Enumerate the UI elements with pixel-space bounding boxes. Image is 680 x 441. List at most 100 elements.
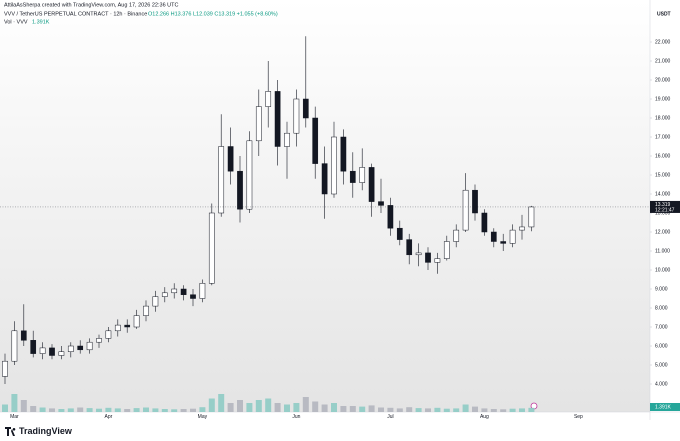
plot-background <box>0 0 650 412</box>
candle-body <box>105 330 112 339</box>
y-tick-label: 6.000 <box>655 343 668 349</box>
candle-body <box>67 345 74 352</box>
y-tick-label: 21.000 <box>655 58 671 64</box>
y-tick-label: 12.000 <box>655 229 671 235</box>
volume-bar <box>415 408 422 412</box>
candle-body <box>171 288 178 294</box>
candle-body <box>481 212 488 233</box>
volume-bar <box>67 408 74 412</box>
volume-label: 1.391K <box>655 404 672 410</box>
x-tick-label: Aug <box>480 414 489 420</box>
volume-bar <box>396 408 403 412</box>
y-tick-label: 20.000 <box>655 77 671 83</box>
volume-bar <box>481 408 488 412</box>
volume-bar <box>96 408 102 412</box>
volume-title: Vol · VVV <box>4 19 28 25</box>
volume-bar <box>255 400 262 412</box>
candle-body <box>312 117 319 164</box>
candle-body <box>124 324 131 328</box>
candle-body <box>528 206 535 228</box>
y-tick-label: 16.000 <box>655 153 671 159</box>
volume-bar <box>77 407 84 412</box>
candle-body <box>453 229 460 242</box>
volume-bar <box>472 406 478 412</box>
credit: AttilaAsSherpa created with TradingView.… <box>4 2 179 8</box>
candle-body <box>255 106 262 142</box>
volume-bar <box>425 408 431 412</box>
volume-bar <box>124 409 131 412</box>
candle-body <box>321 163 328 195</box>
y-tick-label: 18.000 <box>655 115 671 121</box>
candle-body <box>161 292 168 297</box>
volume-bar <box>387 407 394 412</box>
candle-body <box>406 239 413 256</box>
candle-body <box>11 330 18 362</box>
candle-body <box>509 229 516 244</box>
candle-body <box>434 258 441 263</box>
candle-body <box>293 98 300 134</box>
volume-bar <box>274 403 281 412</box>
volume-bar <box>105 407 112 412</box>
candle-body <box>199 283 206 299</box>
volume-bar <box>462 404 469 412</box>
candle-body <box>331 136 337 195</box>
volume-bar <box>2 404 8 412</box>
candle-body <box>284 132 290 147</box>
x-tick-label: Apr <box>105 414 113 420</box>
candle-body <box>143 305 149 316</box>
candle-body <box>96 338 102 343</box>
volume-bar <box>340 406 347 412</box>
volume-bar <box>237 400 243 412</box>
candle-body <box>387 205 394 229</box>
volume-bar <box>199 407 206 412</box>
volume-bar <box>284 404 290 412</box>
candle-body <box>208 212 215 284</box>
volume-bar <box>406 407 413 412</box>
candle-body <box>519 226 525 231</box>
candle-body <box>190 294 196 299</box>
x-tick-label: Mar <box>10 414 19 420</box>
volume-bar <box>11 394 18 412</box>
volume-bar <box>227 403 234 412</box>
volume-bar <box>509 408 516 412</box>
y-tick-label: 11.000 <box>655 248 670 254</box>
candle-body <box>462 189 469 231</box>
volume-bar <box>143 407 149 412</box>
candle-body <box>152 296 159 307</box>
volume-value: 1.391K <box>32 19 50 25</box>
candle-body <box>77 345 84 351</box>
x-tick-label: May <box>198 414 208 420</box>
y-tick-label: 5.000 <box>655 362 668 368</box>
candle-body <box>237 170 243 210</box>
volume-bar <box>302 397 309 412</box>
candle-body <box>20 330 27 341</box>
footer <box>0 422 680 441</box>
y-tick-label: 19.000 <box>655 96 671 102</box>
y-tick-label: 22.000 <box>655 39 671 45</box>
y-tick-label: 7.000 <box>655 324 668 330</box>
last-price-box <box>650 200 680 213</box>
volume-bar <box>519 408 525 412</box>
candle-body <box>39 347 46 354</box>
volume-bar <box>58 409 65 412</box>
candle-body <box>472 189 478 214</box>
y-tick-label: 14.000 <box>655 191 671 197</box>
volume-bar <box>152 408 159 412</box>
countdown: 12:21:47 <box>655 207 675 213</box>
volume-bar <box>349 406 356 412</box>
volume-bar <box>453 408 460 412</box>
x-tick-label: Jul <box>387 414 393 420</box>
candle-body <box>425 252 431 263</box>
volume-bar <box>500 409 507 412</box>
volume-bar <box>49 408 55 412</box>
axis-unit: USDT <box>657 11 671 17</box>
volume-bar <box>246 403 253 412</box>
candle-body <box>500 241 507 244</box>
candle-body <box>378 201 384 206</box>
ohlc: O12.266 H13.376 L12.039 C13.319 +1.055 (… <box>148 11 278 17</box>
volume-bar <box>265 398 272 412</box>
candle-body <box>246 140 253 210</box>
symbol-title: VVV / TetherUS PERPETUAL CONTRACT · 12h … <box>4 11 147 17</box>
candle-body <box>302 98 309 119</box>
